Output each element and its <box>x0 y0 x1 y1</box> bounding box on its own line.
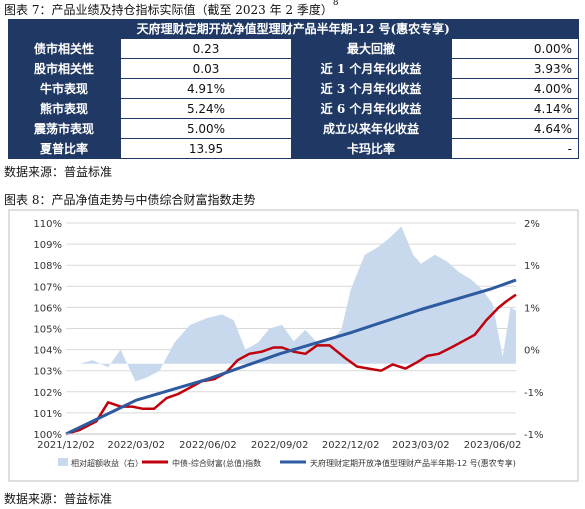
x-tick-label: 2023/06/02 <box>464 440 522 451</box>
left-tick-label: 107% <box>33 282 62 293</box>
row-label-2: 卡玛比率 <box>291 138 452 159</box>
table-title: 天府理财定期开放净值型理财产品半年期-12 号(惠农专享) <box>8 19 579 39</box>
legend-product-nav-label: 天府理财定期开放净值型理财产品半年期-12 号(惠农专享) <box>310 458 516 468</box>
left-tick-label: 103% <box>33 367 62 378</box>
x-tick-label: 2022/12/02 <box>322 440 380 451</box>
x-tick-label: 2021/12/02 <box>37 440 95 451</box>
right-tick-label: 1% <box>524 261 540 272</box>
series-product-nav-line <box>65 278 517 436</box>
table-row: 夏普比率 13.95 卡玛比率 - <box>8 138 579 159</box>
row-value: 5.00% <box>120 118 291 139</box>
row-label-2: 成立以来年化收益 <box>291 118 452 139</box>
table-title-row: 天府理财定期开放净值型理财产品半年期-12 号(惠农专享) <box>8 19 579 39</box>
table-row: 震荡市表现 5.00% 成立以来年化收益 4.64% <box>8 118 579 139</box>
row-value: 0.03 <box>120 58 291 79</box>
row-value-2: - <box>451 138 579 159</box>
right-tick-label: 2% <box>524 219 540 230</box>
left-tick-label: 110% <box>33 219 62 230</box>
x-tick-label: 2022/03/02 <box>107 440 165 451</box>
row-value-2: 4.14% <box>451 98 579 119</box>
x-tick-label: 2022/06/02 <box>179 440 237 451</box>
legend-relative-excess-swatch <box>58 458 68 466</box>
figure8-caption: 图表 8：产品净值走势与中债综合财富指数走势 <box>4 193 256 207</box>
right-tick-label: -1% <box>524 388 543 399</box>
row-label: 夏普比率 <box>8 138 121 159</box>
row-value-2: 0.00% <box>451 38 579 59</box>
row-value-2: 3.93% <box>451 58 579 79</box>
right-tick-label: 0% <box>524 346 540 357</box>
figure7-source: 数据来源：普益标准 <box>4 165 113 179</box>
figure7-caption: 图表 7：产品业绩及持仓指标实际值（截至 2023 年 2 季度）8 <box>4 0 339 18</box>
left-tick-label: 109% <box>33 240 62 251</box>
footnote-mark: 8 <box>332 0 339 8</box>
right-tick-label: 1% <box>524 303 540 314</box>
right-tick-label: -1% <box>524 430 543 441</box>
row-label: 熊市表现 <box>8 98 121 119</box>
x-tick-label: 2023/03/02 <box>392 440 450 451</box>
left-tick-label: 104% <box>33 346 62 357</box>
row-label: 债市相关性 <box>8 38 121 59</box>
x-tick-label: 2022/09/02 <box>251 440 309 451</box>
figure7-caption-text: 图表 7：产品业绩及持仓指标实际值（截至 2023 年 2 季度） <box>4 3 333 17</box>
row-label: 牛市表现 <box>8 78 121 99</box>
figure8-source: 数据来源：普益标准 <box>4 492 113 506</box>
legend-relative-excess-label: 相对超额收益（右） <box>71 458 143 468</box>
row-value: 0.23 <box>120 38 291 59</box>
left-tick-label: 105% <box>33 325 62 336</box>
row-label: 股市相关性 <box>8 58 121 79</box>
left-tick-label: 100% <box>33 430 62 441</box>
series-relative-excess-area <box>66 226 516 382</box>
row-value: 13.95 <box>120 138 291 159</box>
row-label-2: 近 6 个月年化收益 <box>291 98 452 119</box>
left-tick-label: 101% <box>33 409 62 420</box>
row-label: 震荡市表现 <box>8 118 121 139</box>
table-row: 牛市表现 4.91% 近 3 个月年化收益 4.00% <box>8 78 579 99</box>
row-label-2: 最大回撤 <box>291 38 452 59</box>
table-row: 债市相关性 0.23 最大回撤 0.00% <box>8 38 579 59</box>
row-label-2: 近 1 个月年化收益 <box>291 58 452 79</box>
row-value-2: 4.00% <box>451 78 579 99</box>
series-bond-index-line <box>65 293 517 436</box>
nav-chart-svg: 100% 101% 102% 103% 104% 105% 106% 107% 108% 109%… <box>8 209 579 482</box>
table-row: 股市相关性 0.03 近 1 个月年化收益 3.93% <box>8 58 579 79</box>
left-tick-label: 102% <box>33 388 62 399</box>
nav-chart: 100% 101% 102% 103% 104% 105% 106% 107% 108% 109%… <box>8 209 579 482</box>
row-value: 4.91% <box>120 78 291 99</box>
performance-table: 天府理财定期开放净值型理财产品半年期-12 号(惠农专享) 债市相关性 0.23… <box>8 19 579 159</box>
table-row: 熊市表现 5.24% 近 6 个月年化收益 4.14% <box>8 98 579 119</box>
row-value-2: 4.64% <box>451 118 579 139</box>
row-label-2: 近 3 个月年化收益 <box>291 78 452 99</box>
row-value: 5.24% <box>120 98 291 119</box>
legend-bond-index-label: 中债-综合财富(总值)指数 <box>172 458 261 468</box>
left-tick-label: 108% <box>33 261 62 272</box>
left-tick-label: 106% <box>33 303 62 314</box>
